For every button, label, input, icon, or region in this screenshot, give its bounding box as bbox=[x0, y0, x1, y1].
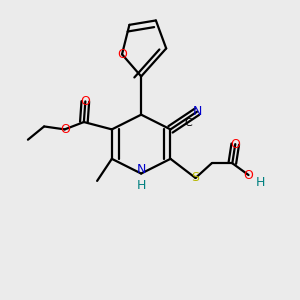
Text: S: S bbox=[191, 172, 200, 184]
Text: H: H bbox=[136, 179, 146, 192]
Text: H: H bbox=[256, 176, 265, 189]
Text: O: O bbox=[230, 138, 240, 151]
Text: N: N bbox=[136, 163, 146, 176]
Text: O: O bbox=[244, 169, 254, 182]
Text: O: O bbox=[117, 48, 127, 61]
Text: C: C bbox=[184, 118, 192, 128]
Text: O: O bbox=[60, 123, 70, 136]
Text: O: O bbox=[80, 95, 90, 108]
Text: N: N bbox=[192, 105, 202, 118]
